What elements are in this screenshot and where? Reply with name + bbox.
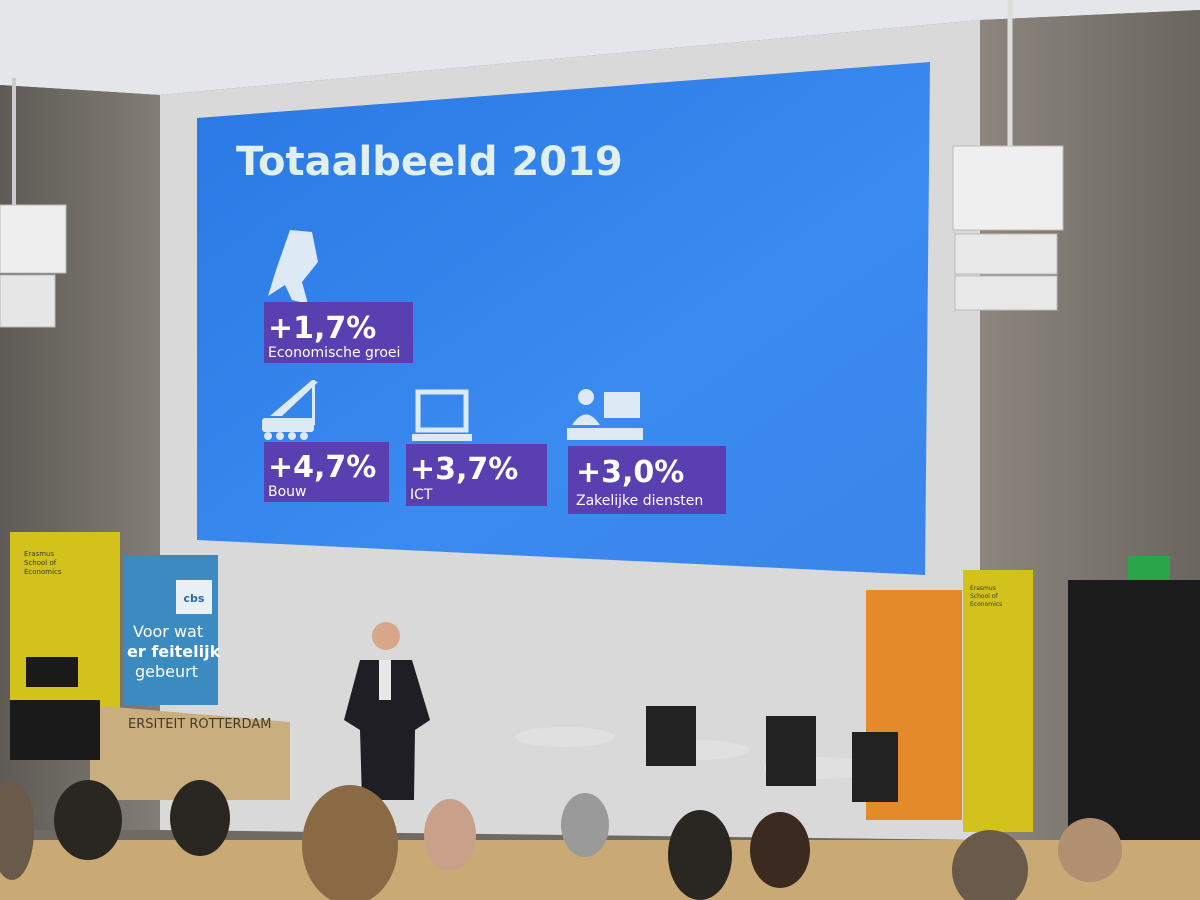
slide-title: Totaalbeeld 2019 bbox=[236, 139, 623, 185]
stat-box bbox=[264, 302, 413, 363]
banner-text: Economics bbox=[24, 568, 62, 576]
banner-text: Erasmus bbox=[24, 550, 54, 558]
banner-text: Economics bbox=[970, 601, 1002, 608]
speaker-box bbox=[954, 275, 1058, 311]
crane-icon bbox=[262, 380, 318, 440]
banner-text: gebeurt bbox=[135, 662, 198, 681]
camera bbox=[10, 657, 100, 760]
speaker-box bbox=[952, 145, 1064, 231]
table bbox=[515, 727, 615, 747]
banner-text: Voor wat bbox=[133, 622, 203, 641]
stat-label: Bouw bbox=[268, 484, 307, 500]
erasmus-banner bbox=[963, 570, 1033, 832]
stat-value: +4,7% bbox=[268, 450, 376, 485]
stat-box bbox=[568, 446, 726, 514]
erasmus-banner bbox=[10, 532, 120, 722]
chair bbox=[852, 732, 898, 802]
speaker-box bbox=[0, 274, 56, 328]
speaker-box bbox=[954, 233, 1058, 275]
netherlands-icon bbox=[268, 230, 318, 304]
office-icon bbox=[567, 389, 643, 440]
ceiling bbox=[0, 0, 1200, 95]
chair bbox=[766, 716, 816, 786]
lectern bbox=[90, 705, 290, 800]
stat-value: +3,0% bbox=[576, 455, 684, 490]
lectern-text: ERSITEIT ROTTERDAM bbox=[128, 717, 271, 732]
banner-text: School of bbox=[24, 559, 57, 567]
cbs-logo: cbs bbox=[184, 592, 205, 605]
presenter bbox=[344, 622, 430, 800]
stat-label: Economische groei bbox=[268, 345, 400, 361]
doorway bbox=[1068, 580, 1200, 850]
banner-text: Erasmus bbox=[970, 585, 996, 592]
audience bbox=[0, 780, 1122, 900]
stat-label: ICT bbox=[410, 487, 433, 503]
stat-box bbox=[406, 444, 547, 506]
computer-icon bbox=[412, 389, 472, 441]
speaker-box bbox=[0, 204, 67, 274]
chair bbox=[646, 706, 696, 766]
stat-box bbox=[264, 442, 389, 502]
stat-value: +3,7% bbox=[410, 452, 518, 487]
banner-text: er feitelijk bbox=[127, 642, 221, 661]
banner-text: School of bbox=[970, 593, 998, 600]
stat-label: Zakelijke diensten bbox=[576, 493, 703, 509]
cbs-logo-box bbox=[176, 580, 212, 614]
stat-value: +1,7% bbox=[268, 311, 376, 346]
